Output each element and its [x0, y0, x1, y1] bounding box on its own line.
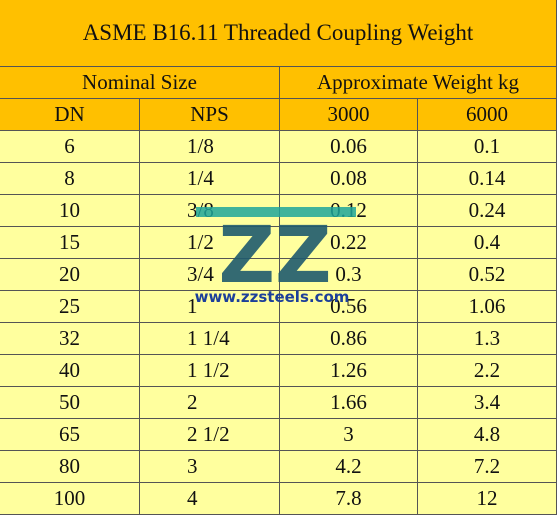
- title: ASME B16.11 Threaded Coupling Weight: [0, 0, 557, 67]
- table-cell: 1.3: [418, 323, 557, 355]
- group-header: Nominal Size: [0, 67, 280, 99]
- column-header: 6000: [418, 99, 557, 131]
- table-cell: 7.2: [418, 451, 557, 483]
- table-cell: 0.56: [280, 291, 418, 323]
- table-cell: 3.4: [418, 387, 557, 419]
- table-cell: 8: [0, 163, 140, 195]
- table-cell: 0.52: [418, 259, 557, 291]
- table-cell: 1 1/2: [140, 355, 280, 387]
- table-cell: 25: [0, 291, 140, 323]
- table-cell: 3: [140, 451, 280, 483]
- table-cell: 0.1: [418, 131, 557, 163]
- table-cell: 0.08: [280, 163, 418, 195]
- table-cell: 3: [280, 419, 418, 451]
- table-cell: 0.12: [280, 195, 418, 227]
- column-header: DN: [0, 99, 140, 131]
- table-cell: 40: [0, 355, 140, 387]
- column-header: NPS: [140, 99, 280, 131]
- table-cell: 1.66: [280, 387, 418, 419]
- table-cell: 0.4: [418, 227, 557, 259]
- table-cell: 2 1/2: [140, 419, 280, 451]
- column-header: 3000: [280, 99, 418, 131]
- table-cell: 3/8: [140, 195, 280, 227]
- table-cell: 1.06: [418, 291, 557, 323]
- table-cell: 1.26: [280, 355, 418, 387]
- table-cell: 2.2: [418, 355, 557, 387]
- table-cell: 4.8: [418, 419, 557, 451]
- table-cell: 1/8: [140, 131, 280, 163]
- table-cell: 7.8: [280, 483, 418, 515]
- table-cell: 0.06: [280, 131, 418, 163]
- table-cell: 0.3: [280, 259, 418, 291]
- table-cell: 80: [0, 451, 140, 483]
- table-cell: 10: [0, 195, 140, 227]
- table-cell: 6: [0, 131, 140, 163]
- table-cell: 1/4: [140, 163, 280, 195]
- table-cell: 0.22: [280, 227, 418, 259]
- group-header: Approximate Weight kg: [280, 67, 557, 99]
- table-cell: 3/4: [140, 259, 280, 291]
- table-cell: 20: [0, 259, 140, 291]
- table-cell: 50: [0, 387, 140, 419]
- table-cell: 100: [0, 483, 140, 515]
- table-cell: 0.14: [418, 163, 557, 195]
- table-cell: 0.86: [280, 323, 418, 355]
- table-cell: 2: [140, 387, 280, 419]
- table-cell: 1 1/4: [140, 323, 280, 355]
- table-cell: 1/2: [140, 227, 280, 259]
- table-cell: 0.24: [418, 195, 557, 227]
- table-cell: 32: [0, 323, 140, 355]
- table-cell: 1: [140, 291, 280, 323]
- table-cell: 4.2: [280, 451, 418, 483]
- table-cell: 65: [0, 419, 140, 451]
- table-cell: 12: [418, 483, 557, 515]
- table-cell: 15: [0, 227, 140, 259]
- table-cell: 4: [140, 483, 280, 515]
